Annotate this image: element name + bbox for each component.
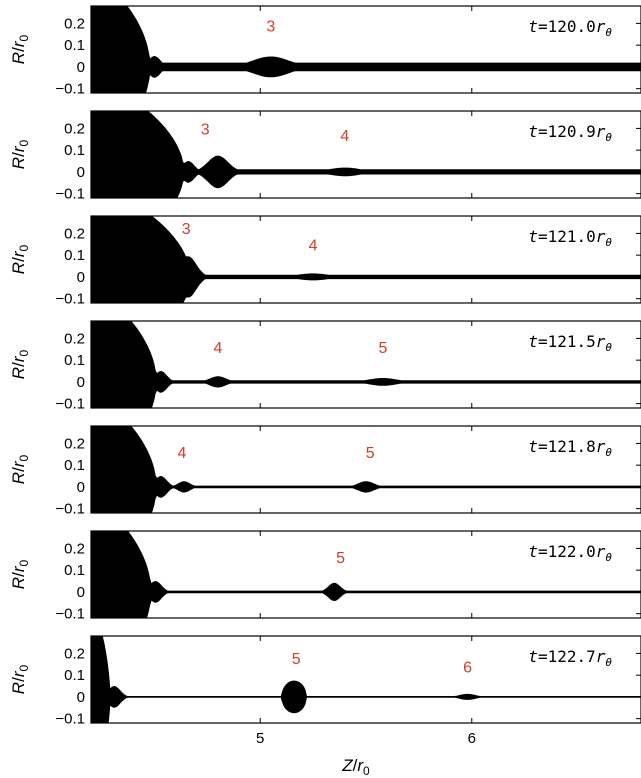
y-tick-label: 0.2 (64, 225, 85, 242)
droplet-label: 4 (178, 445, 187, 462)
y-tick-label: 0.1 (64, 37, 85, 54)
droplet-label: 3 (182, 221, 191, 238)
panel-1: −0.1 0 0.1 0.2 R/r0 t=120.0rθ 3 (9, 5, 641, 98)
y-axis-label: R/r0 (9, 350, 31, 380)
droplet-label: 5 (336, 550, 345, 567)
y-axis-label: R/r0 (9, 455, 31, 485)
y-tick-label: 0 (77, 59, 85, 76)
y-tick-label: 0.1 (64, 142, 85, 159)
droplet-label: 4 (213, 340, 222, 357)
y-tick-label: 0.2 (64, 540, 85, 557)
filament-shape (91, 111, 641, 198)
panel-frame (90, 215, 641, 304)
time-annotation: t=121.8rθ (528, 437, 612, 459)
y-axis-label: R/r0 (9, 35, 31, 65)
panels-group: −0.1 0 0.1 0.2 R/r0 t=120.0rθ 3 −0.1 0 0.1 0.2 R/r0… (9, 5, 641, 728)
panel-5: −0.1 0 0.1 0.2 R/r0 t=121.8rθ 4 5 (9, 425, 641, 518)
panel-4: −0.1 0 0.1 0.2 R/r0 t=121.5rθ 4 5 (9, 320, 641, 413)
panel-2: −0.1 0 0.1 0.2 R/r0 t=120.9rθ 3 4 (9, 110, 641, 203)
time-annotation: t=122.0rθ (528, 542, 612, 564)
y-tick-label: −0.1 (55, 81, 85, 98)
y-tick-label: −0.1 (55, 501, 85, 518)
panel-frame (90, 5, 641, 94)
y-tick-label: 0 (77, 689, 85, 706)
time-annotation: t=121.0rθ (528, 227, 612, 249)
panel-6: −0.1 0 0.1 0.2 R/r0 t=122.0rθ 5 (9, 530, 641, 623)
y-axis-label: R/r0 (9, 560, 31, 590)
y-tick-label: −0.1 (55, 711, 85, 728)
droplet-label: 4 (340, 128, 349, 145)
y-tick-label: 0.1 (64, 667, 85, 684)
time-annotation: t=121.5rθ (528, 332, 612, 354)
filament-shape (91, 321, 641, 408)
droplet-label: 5 (292, 651, 301, 668)
panel-frame (90, 110, 641, 199)
y-tick-label: 0.1 (64, 352, 85, 369)
y-tick-label: 0.1 (64, 562, 85, 579)
y-tick-label: 0 (77, 269, 85, 286)
y-tick-label: −0.1 (55, 396, 85, 413)
filament-shape (91, 216, 641, 303)
y-tick-label: 0 (77, 164, 85, 181)
y-tick-label: 0.2 (64, 330, 85, 347)
x-tick-label: 6 (468, 730, 476, 747)
time-annotation: t=120.9rθ (528, 122, 612, 144)
y-axis-label: R/r0 (9, 665, 31, 695)
panel-frame (90, 425, 641, 514)
y-tick-label: 0 (77, 584, 85, 601)
filament-shape (91, 426, 641, 513)
filament-shape (91, 6, 641, 93)
filament-shape (91, 531, 641, 618)
droplet-label: 6 (463, 659, 472, 676)
panel-frame (90, 635, 641, 724)
y-tick-label: 0.2 (64, 645, 85, 662)
y-axis-label: R/r0 (9, 140, 31, 170)
panel-3: −0.1 0 0.1 0.2 R/r0 t=121.0rθ 3 4 (9, 215, 641, 308)
y-tick-label: 0.2 (64, 15, 85, 32)
y-tick-label: 0.2 (64, 435, 85, 452)
panel-7: −0.1 0 0.1 0.2 R/r0 t=122.7rθ 5 6 (9, 635, 641, 728)
y-tick-label: −0.1 (55, 606, 85, 623)
y-tick-label: −0.1 (55, 291, 85, 308)
time-annotation: t=120.0rθ (528, 17, 612, 39)
x-tick-label: 5 (256, 730, 264, 747)
time-annotation: t=122.7rθ (528, 647, 612, 669)
y-tick-label: 0 (77, 374, 85, 391)
y-tick-label: 0.2 (64, 120, 85, 137)
panel-frame (90, 530, 641, 619)
y-axis-label: R/r0 (9, 245, 31, 275)
y-tick-label: 0.1 (64, 457, 85, 474)
droplet-label: 3 (201, 121, 210, 138)
x-axis-label: Z/r0 (341, 756, 370, 778)
droplet-label: 4 (309, 237, 318, 254)
y-tick-label: 0 (77, 479, 85, 496)
droplet-label: 5 (378, 340, 387, 357)
droplet-label: 3 (266, 19, 275, 36)
y-tick-label: 0.1 (64, 247, 85, 264)
y-tick-label: −0.1 (55, 186, 85, 203)
panel-frame (90, 320, 641, 409)
droplet-label: 5 (366, 445, 375, 462)
